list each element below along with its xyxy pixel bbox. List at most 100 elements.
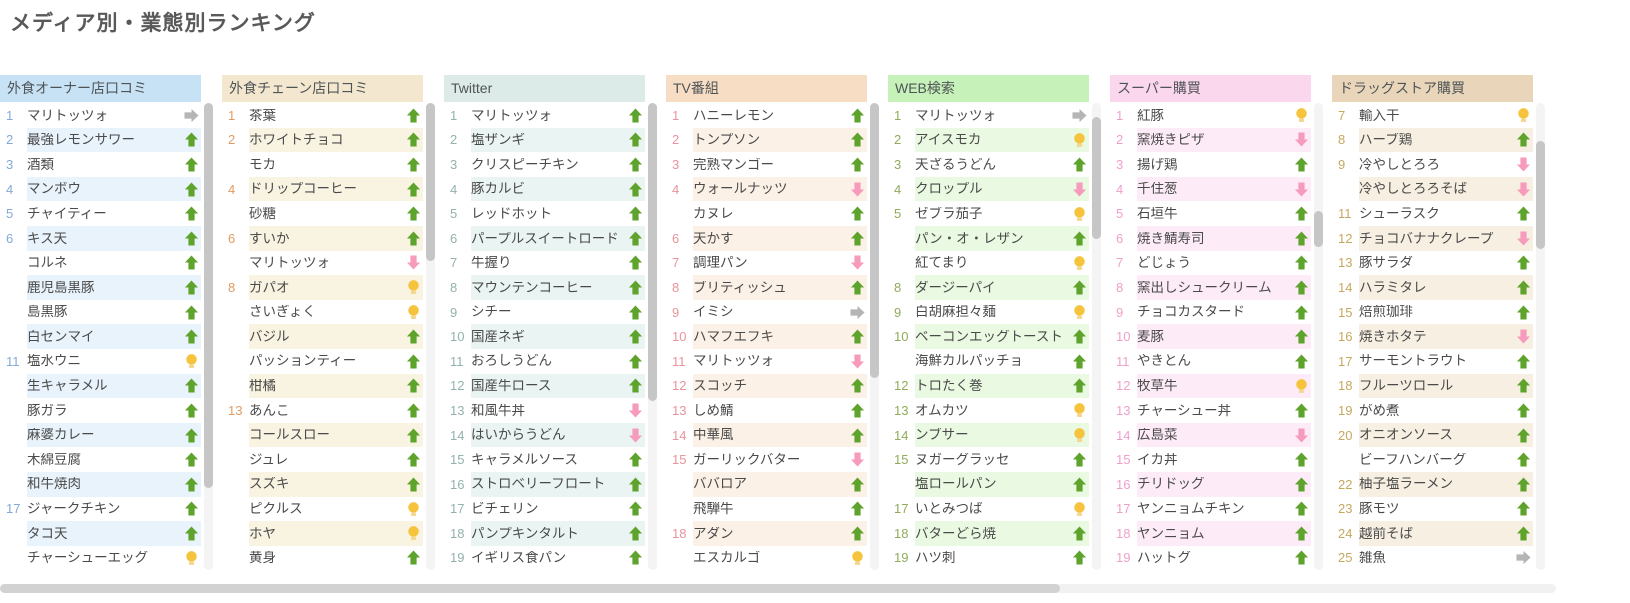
list-item[interactable]: さいぎょく xyxy=(222,299,423,325)
list-item[interactable]: 7 牛握り xyxy=(444,250,645,276)
list-item[interactable]: 19 イギリス食パン xyxy=(444,545,645,571)
list-item[interactable]: 7 輸入干 xyxy=(1332,103,1533,128)
list-item[interactable]: ビーフハンバーグ xyxy=(1332,447,1533,472)
list-item[interactable]: 18 ヤンニョム xyxy=(1110,521,1311,546)
list-item[interactable]: 10 国産ネギ xyxy=(444,324,645,349)
list-item[interactable]: 14 はいからうどん xyxy=(444,422,645,448)
list-item[interactable]: 6 すいか xyxy=(222,225,423,251)
list-item[interactable]: 20 オニオンソース xyxy=(1332,422,1533,448)
list-item[interactable]: 7 どじょう xyxy=(1110,250,1311,276)
list-item[interactable]: タコ天 xyxy=(0,521,201,546)
list-item[interactable]: 15 焙煎珈琲 xyxy=(1332,299,1533,325)
list-item[interactable]: 8 ハーブ鶏 xyxy=(1332,127,1533,153)
list-item[interactable]: 19 ハツ刺 xyxy=(888,545,1089,571)
list-item[interactable]: コルネ xyxy=(0,250,201,276)
list-item[interactable]: 12 スコッチ xyxy=(666,373,867,399)
vertical-scrollbar-thumb[interactable] xyxy=(1314,211,1323,247)
list-item[interactable]: コールスロー xyxy=(222,422,423,448)
list-item[interactable]: パッションティー xyxy=(222,348,423,374)
list-item[interactable]: 17 いとみつば xyxy=(888,496,1089,522)
list-item[interactable]: 海鮮カルパッチョ xyxy=(888,348,1089,374)
list-item[interactable]: 13 チャーシュー丼 xyxy=(1110,398,1311,423)
list-item[interactable]: 13 オムカツ xyxy=(888,398,1089,423)
list-item[interactable]: 18 アダン xyxy=(666,521,867,546)
list-item[interactable]: 4 千住葱 xyxy=(1110,176,1311,202)
list-item[interactable]: ホヤ xyxy=(222,521,423,546)
list-item[interactable]: 1 茶葉 xyxy=(222,103,423,128)
vertical-scrollbar-thumb[interactable] xyxy=(1092,117,1101,239)
list-item[interactable]: 8 ガパオ xyxy=(222,275,423,300)
list-item[interactable]: 11 マリトッツォ xyxy=(666,348,867,374)
list-item[interactable]: 4 豚カルビ xyxy=(444,176,645,202)
vertical-scrollbar-thumb[interactable] xyxy=(1536,141,1545,249)
list-item[interactable]: 14 広島菜 xyxy=(1110,422,1311,448)
list-item[interactable]: 8 マウンテンコーヒー xyxy=(444,275,645,300)
list-item[interactable]: バジル xyxy=(222,324,423,349)
list-item[interactable]: パン・オ・レザン xyxy=(888,225,1089,251)
list-item[interactable]: 5 ゼブラ茄子 xyxy=(888,201,1089,226)
list-item[interactable]: 24 越前そば xyxy=(1332,521,1533,546)
list-item[interactable]: 砂糖 xyxy=(222,201,423,226)
list-item[interactable]: 6 パープルスイートロード xyxy=(444,225,645,251)
list-item[interactable]: 鹿児島黒豚 xyxy=(0,275,201,300)
list-item[interactable]: 10 ハマフエフキ xyxy=(666,324,867,349)
list-item[interactable]: 2 アイスモカ xyxy=(888,127,1089,153)
list-item[interactable]: 11 シューラスク xyxy=(1332,201,1533,226)
list-item[interactable]: 12 牧草牛 xyxy=(1110,373,1311,399)
vertical-scrollbar[interactable] xyxy=(870,103,879,570)
list-item[interactable]: 5 チャイティー xyxy=(0,201,201,226)
list-item[interactable]: 9 白胡麻担々麺 xyxy=(888,299,1089,325)
list-item[interactable]: 8 ダージーパイ xyxy=(888,275,1089,300)
list-item[interactable]: ピクルス xyxy=(222,496,423,522)
list-item[interactable]: 12 チョコバナナクレープ xyxy=(1332,225,1533,251)
vertical-scrollbar-thumb[interactable] xyxy=(648,103,657,401)
list-item[interactable]: 10 麦豚 xyxy=(1110,324,1311,349)
list-item[interactable]: 16 ストロベリーフロート xyxy=(444,471,645,497)
list-item[interactable]: 11 塩水ウニ xyxy=(0,348,201,374)
horizontal-scrollbar[interactable] xyxy=(0,584,1556,593)
list-item[interactable]: カヌレ xyxy=(666,201,867,226)
list-item[interactable]: 9 チョコカスタード xyxy=(1110,299,1311,325)
list-item[interactable]: 17 ビチェリン xyxy=(444,496,645,522)
list-item[interactable]: 2 ホワイトチョコ xyxy=(222,127,423,153)
list-item[interactable]: 4 クロップル xyxy=(888,176,1089,202)
list-item[interactable]: 15 ヌガーグラッセ xyxy=(888,447,1089,472)
list-item[interactable]: 冷やしとろろそば xyxy=(1332,176,1533,202)
list-item[interactable]: 1 マリトッツォ xyxy=(444,103,645,128)
list-item[interactable]: 15 キャラメルソース xyxy=(444,447,645,472)
vertical-scrollbar[interactable] xyxy=(1092,103,1101,570)
list-item[interactable]: 4 ドリップコーヒー xyxy=(222,176,423,202)
vertical-scrollbar-thumb[interactable] xyxy=(426,103,435,261)
list-item[interactable]: 14 ンブサー xyxy=(888,422,1089,448)
list-item[interactable]: モカ xyxy=(222,152,423,177)
list-item[interactable]: 麻婆カレー xyxy=(0,422,201,448)
list-item[interactable]: 黄身 xyxy=(222,545,423,571)
list-item[interactable]: スズキ xyxy=(222,471,423,497)
list-item[interactable]: 12 トロたく巻 xyxy=(888,373,1089,399)
list-item[interactable]: 6 キス天 xyxy=(0,225,201,251)
list-item[interactable]: ジュレ xyxy=(222,447,423,472)
vertical-scrollbar-thumb[interactable] xyxy=(870,103,879,378)
list-item[interactable]: 飛騨牛 xyxy=(666,496,867,522)
list-item[interactable]: 16 チリドッグ xyxy=(1110,471,1311,497)
list-item[interactable]: 4 ウォールナッツ xyxy=(666,176,867,202)
list-item[interactable]: 4 マンボウ xyxy=(0,176,201,202)
list-item[interactable]: 豚ガラ xyxy=(0,398,201,423)
list-item[interactable]: 17 ジャークチキン xyxy=(0,496,201,522)
list-item[interactable]: 2 最強レモンサワー xyxy=(0,127,201,153)
list-item[interactable]: 9 シチー xyxy=(444,299,645,325)
list-item[interactable]: 3 天ざるうどん xyxy=(888,152,1089,177)
list-item[interactable]: 1 紅豚 xyxy=(1110,103,1311,128)
list-item[interactable]: 13 あんこ xyxy=(222,398,423,423)
list-item[interactable]: 8 窯出しシュークリーム xyxy=(1110,275,1311,300)
list-item[interactable]: 生キャラメル xyxy=(0,373,201,399)
list-item[interactable]: 13 しめ鯖 xyxy=(666,398,867,423)
vertical-scrollbar[interactable] xyxy=(1536,103,1545,570)
list-item[interactable]: 島黒豚 xyxy=(0,299,201,325)
list-item[interactable]: 6 天かす xyxy=(666,225,867,251)
list-item[interactable]: 19 ハットグ xyxy=(1110,545,1311,571)
list-item[interactable]: 11 おろしうどん xyxy=(444,348,645,374)
list-item[interactable]: 14 中華風 xyxy=(666,422,867,448)
list-item[interactable]: 13 和風牛丼 xyxy=(444,398,645,423)
list-item[interactable]: 1 マリトッツォ xyxy=(0,103,201,128)
